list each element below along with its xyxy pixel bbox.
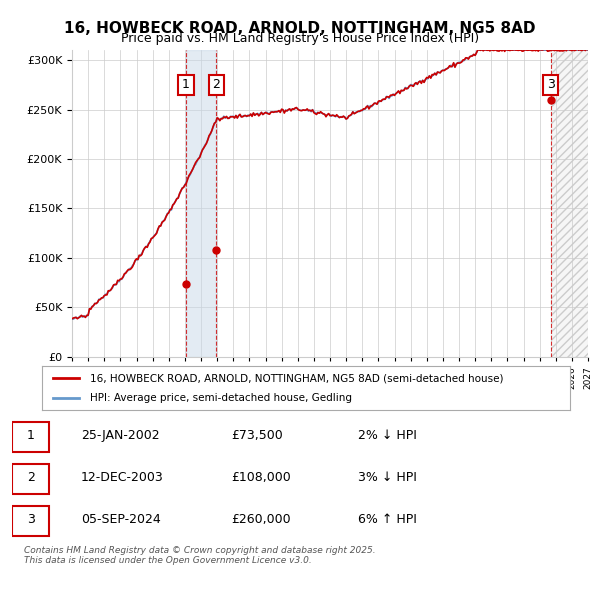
Text: £108,000: £108,000: [231, 471, 290, 484]
Text: £260,000: £260,000: [231, 513, 290, 526]
Text: HPI: Average price, semi-detached house, Gedling: HPI: Average price, semi-detached house,…: [89, 393, 352, 402]
Text: Contains HM Land Registry data © Crown copyright and database right 2025.
This d: Contains HM Land Registry data © Crown c…: [24, 546, 376, 565]
Text: 16, HOWBECK ROAD, ARNOLD, NOTTINGHAM, NG5 8AD (semi-detached house): 16, HOWBECK ROAD, ARNOLD, NOTTINGHAM, NG…: [89, 373, 503, 383]
Text: 1: 1: [27, 430, 35, 442]
Text: Price paid vs. HM Land Registry's House Price Index (HPI): Price paid vs. HM Land Registry's House …: [121, 32, 479, 45]
Bar: [186, 50, 217, 357]
Bar: [551, 50, 588, 357]
Text: 6% ↑ HPI: 6% ↑ HPI: [358, 513, 416, 526]
Text: 1: 1: [182, 78, 190, 91]
Text: 05-SEP-2024: 05-SEP-2024: [81, 513, 161, 526]
FancyBboxPatch shape: [12, 464, 49, 494]
FancyBboxPatch shape: [12, 506, 49, 536]
Text: 16, HOWBECK ROAD, ARNOLD, NOTTINGHAM, NG5 8AD: 16, HOWBECK ROAD, ARNOLD, NOTTINGHAM, NG…: [64, 21, 536, 35]
Text: 12-DEC-2003: 12-DEC-2003: [81, 471, 164, 484]
FancyBboxPatch shape: [12, 422, 49, 453]
Bar: [551, 50, 588, 357]
Text: 2: 2: [27, 471, 35, 484]
Text: £73,500: £73,500: [231, 430, 283, 442]
Text: 25-JAN-2002: 25-JAN-2002: [81, 430, 160, 442]
Text: 3: 3: [547, 78, 554, 91]
Text: 2: 2: [212, 78, 220, 91]
Text: 3: 3: [27, 513, 35, 526]
Text: 2% ↓ HPI: 2% ↓ HPI: [358, 430, 416, 442]
Text: 3% ↓ HPI: 3% ↓ HPI: [358, 471, 416, 484]
